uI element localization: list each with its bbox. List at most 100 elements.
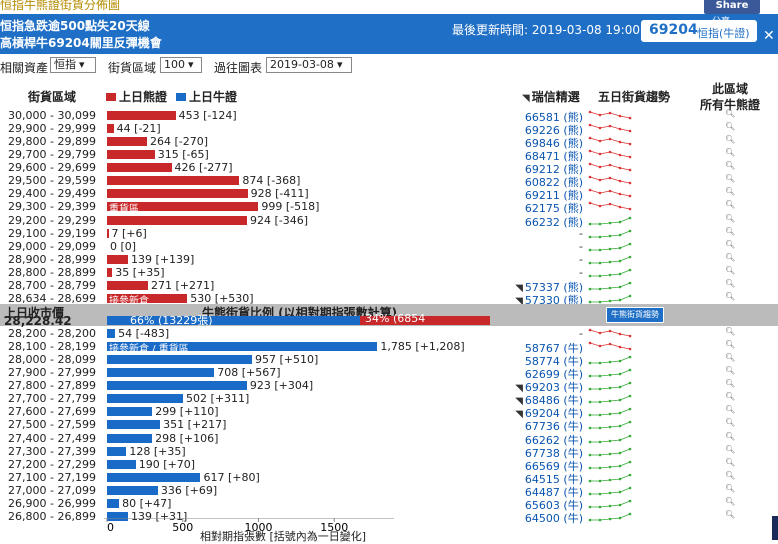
bull-bar[interactable]: 接參新倉 / 重貨區 (107, 342, 377, 351)
bull-row[interactable]: 27,000 - 27,099 336 [+69] 64487 (牛) 🔍︎ (0, 484, 778, 497)
magnifier-icon[interactable]: 🔍︎ (725, 122, 735, 131)
magnifier-icon[interactable]: 🔍︎ (725, 109, 735, 118)
scrollbar-thumb[interactable] (772, 516, 778, 540)
bull-row[interactable]: 27,100 - 27,199 617 [+80] 64515 (牛) 🔍︎ (0, 471, 778, 484)
bear-bar[interactable] (107, 216, 247, 225)
magnifier-icon[interactable]: 🔍︎ (725, 279, 735, 288)
bear-bar[interactable]: 接參新倉 (107, 294, 187, 303)
magnifier-icon[interactable]: 🔍︎ (725, 253, 735, 262)
trend-button[interactable]: 牛熊街貨趨勢 (606, 307, 664, 323)
headline-2[interactable]: 高槓桿牛69204關里反彈機會 (0, 34, 162, 51)
magnifier-icon[interactable]: 🔍︎ (725, 135, 735, 144)
bull-row[interactable]: 27,800 - 27,899 923 [+304] ◥ 69203 (牛) 🔍︎ (0, 379, 778, 392)
bull-bar[interactable] (107, 473, 200, 482)
bull-bar[interactable] (107, 447, 126, 456)
magnifier-icon[interactable]: 🔍︎ (725, 432, 735, 441)
bull-bar[interactable] (107, 355, 252, 364)
bull-row[interactable]: 27,400 - 27,499 298 [+106] 66262 (牛) 🔍︎ (0, 432, 778, 445)
bear-row[interactable]: 29,300 - 29,399 重貨區 999 [-518] 62175 (熊) 🔍︎ (0, 200, 778, 213)
bull-row[interactable]: 28,200 - 28,200 54 [-483] - 🔍︎ (0, 327, 778, 340)
magnifier-icon[interactable]: 🔍︎ (725, 214, 735, 223)
bull-bar[interactable] (107, 420, 160, 429)
bull-bar[interactable] (107, 368, 214, 377)
magnifier-icon[interactable]: 🔍︎ (725, 405, 735, 414)
magnifier-icon[interactable]: 🔍︎ (725, 366, 735, 375)
asset-select[interactable]: 恒指 (50, 57, 96, 73)
bear-row[interactable]: 29,200 - 29,299 924 [-346] 66232 (熊) 🔍︎ (0, 214, 778, 227)
magnifier-icon[interactable]: 🔍︎ (725, 174, 735, 183)
magnifier-icon[interactable]: 🔍︎ (725, 187, 735, 196)
bull-row[interactable]: 27,500 - 27,599 351 [+217] 67736 (牛) 🔍︎ (0, 418, 778, 431)
bull-bar[interactable] (107, 329, 115, 338)
share-button[interactable]: Share (704, 0, 760, 14)
magnifier-icon[interactable]: 🔍︎ (725, 392, 735, 401)
range-select[interactable]: 100 (160, 57, 202, 73)
magnifier-icon[interactable]: 🔍︎ (725, 497, 735, 506)
bull-bar[interactable] (107, 486, 158, 495)
headline-1[interactable]: 恒指急跌逾500點失20天線 (0, 17, 150, 34)
bear-bar[interactable] (107, 163, 172, 172)
magnifier-icon[interactable]: 🔍︎ (725, 148, 735, 157)
magnifier-icon[interactable]: 🔍︎ (725, 379, 735, 388)
bull-row[interactable]: 27,200 - 27,299 190 [+70] 66569 (牛) 🔍︎ (0, 458, 778, 471)
magnifier-icon[interactable]: 🔍︎ (725, 418, 735, 427)
magnifier-icon[interactable]: 🔍︎ (725, 340, 735, 349)
featured-warrant-code[interactable]: 69204 (649, 22, 698, 38)
bear-bar[interactable] (107, 124, 114, 133)
bull-row[interactable]: 28,100 - 28,199 接參新倉 / 重貨區 1,785 [+1,208] 5… (0, 340, 778, 353)
magnifier-icon[interactable]: 🔍︎ (725, 266, 735, 275)
bull-row[interactable]: 28,000 - 28,099 957 [+510] 58774 (牛) 🔍︎ (0, 353, 778, 366)
bear-bar[interactable] (107, 189, 248, 198)
magnifier-icon[interactable]: 🔍︎ (725, 292, 735, 301)
bear-row[interactable]: 29,800 - 29,899 264 [-270] 69846 (熊) 🔍︎ (0, 135, 778, 148)
magnifier-icon[interactable]: 🔍︎ (725, 353, 735, 362)
bull-bar[interactable] (107, 499, 119, 508)
bull-row-code[interactable]: 64500 (牛) (525, 512, 583, 525)
magnifier-icon[interactable]: 🔍︎ (725, 327, 735, 336)
magnifier-icon[interactable]: 🔍︎ (725, 227, 735, 236)
bull-row[interactable]: 27,600 - 27,699 299 [+110] ◥ 69204 (牛) 🔍︎ (0, 405, 778, 418)
bull-bar[interactable] (107, 394, 183, 403)
bear-row[interactable]: 30,000 - 30,099 453 [-124] 66581 (熊) 🔍︎ (0, 109, 778, 122)
bear-bar[interactable] (107, 150, 155, 159)
bear-row[interactable]: 28,900 - 28,999 139 [+139] - 🔍︎ (0, 253, 778, 266)
bear-bar[interactable] (107, 111, 176, 120)
magnifier-icon[interactable]: 🔍︎ (725, 445, 735, 454)
bull-trend-sparkline (588, 379, 632, 392)
bear-bar[interactable] (107, 176, 239, 185)
past-chart-select[interactable]: 2019-03-08 (266, 57, 352, 73)
magnifier-icon[interactable]: 🔍︎ (725, 484, 735, 493)
bull-bar[interactable] (107, 407, 152, 416)
magnifier-icon[interactable]: 🔍︎ (725, 510, 735, 519)
magnifier-icon[interactable]: 🔍︎ (725, 471, 735, 480)
bear-row[interactable]: 29,500 - 29,599 874 [-368] 60822 (熊) 🔍︎ (0, 174, 778, 187)
bear-row[interactable]: 29,100 - 29,199 7 [+6] - 🔍︎ (0, 227, 778, 240)
magnifier-icon[interactable]: 🔍︎ (725, 240, 735, 249)
bull-bar[interactable] (107, 460, 136, 469)
bull-bar[interactable] (107, 381, 247, 390)
bear-bar[interactable] (107, 268, 112, 277)
bull-row[interactable]: 26,900 - 26,999 80 [+47] 65603 (牛) 🔍︎ (0, 497, 778, 510)
bear-row[interactable]: 29,400 - 29,499 928 [-411] 69211 (熊) 🔍︎ (0, 187, 778, 200)
magnifier-icon[interactable]: 🔍︎ (725, 458, 735, 467)
bear-row[interactable]: 29,900 - 29,999 44 [-21] 69226 (熊) 🔍︎ (0, 122, 778, 135)
bear-row[interactable]: 29,700 - 29,799 315 [-65] 68471 (熊) 🔍︎ (0, 148, 778, 161)
bear-row[interactable]: 28,700 - 28,799 271 [+271] ◥ 57337 (熊) 🔍︎ (0, 279, 778, 292)
bull-bar-value: 708 [+567] (217, 366, 280, 379)
bull-bar-value: 923 [+304] (250, 379, 313, 392)
bear-bar[interactable] (107, 137, 147, 146)
magnifier-icon[interactable]: 🔍︎ (725, 161, 735, 170)
bull-row[interactable]: 27,300 - 27,399 128 [+35] 67738 (牛) 🔍︎ (0, 445, 778, 458)
bear-row[interactable]: 28,800 - 28,899 35 [+35] - 🔍︎ (0, 266, 778, 279)
bull-row[interactable]: 27,700 - 27,799 502 [+311] ◥ 68486 (牛) 🔍︎ (0, 392, 778, 405)
bear-bar[interactable]: 重貨區 (107, 202, 258, 211)
magnifier-icon[interactable]: 🔍︎ (725, 200, 735, 209)
bear-bar[interactable] (107, 255, 128, 264)
bear-row[interactable]: 29,000 - 29,099 0 [0] - 🔍︎ (0, 240, 778, 253)
bear-trend-sparkline (588, 279, 632, 292)
bear-row[interactable]: 29,600 - 29,699 426 [-277] 69212 (熊) 🔍︎ (0, 161, 778, 174)
bull-row[interactable]: 27,900 - 27,999 708 [+567] 62699 (牛) 🔍︎ (0, 366, 778, 379)
bull-bar[interactable] (107, 434, 152, 443)
bear-bar[interactable] (107, 229, 109, 238)
bear-bar[interactable] (107, 281, 148, 290)
